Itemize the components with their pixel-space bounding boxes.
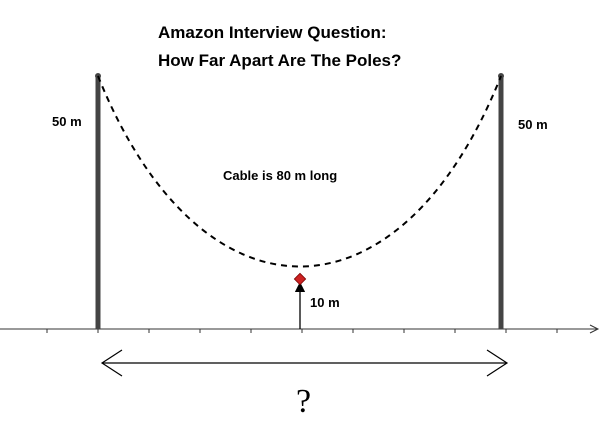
sag-height-label: 10 m [310,295,340,310]
unknown-distance-label: ? [296,383,311,420]
title-line-1: Amazon Interview Question: [158,23,387,42]
left-pole-height-label: 50 m [52,114,82,129]
distance-arrow-right-head-icon [486,349,509,377]
ground-axis [0,324,600,334]
cable-length-label: Cable is 80 m long [223,168,337,183]
title-line-2: How Far Apart Are The Poles? [158,51,401,70]
ground-ticks [46,329,558,333]
lowest-point-marker [293,272,307,286]
distance-arrow-left-head-icon [100,349,123,377]
right-pole-height-label: 50 m [518,117,548,132]
ground-arrow-icon [589,324,600,334]
distance-arrow [100,349,509,377]
